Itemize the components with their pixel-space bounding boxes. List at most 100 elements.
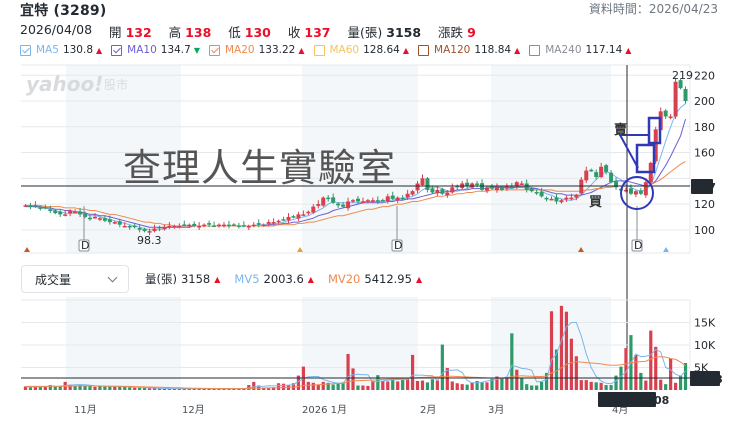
- dividend-marker-box[interactable]: [391, 239, 403, 252]
- candle-body: [162, 227, 167, 230]
- candle-body: [554, 197, 559, 202]
- candle-body: [643, 182, 648, 196]
- volume-bar: [276, 383, 281, 390]
- candle-body: [336, 203, 341, 206]
- candle-body: [177, 225, 182, 228]
- ma-value: 133.22: [258, 44, 296, 56]
- candle-body: [405, 193, 410, 198]
- volume-bar: [669, 358, 673, 390]
- candle-body: [83, 212, 88, 217]
- volume-bar: [579, 380, 583, 390]
- open-value: 132: [125, 25, 152, 40]
- low-value: 130: [244, 25, 271, 40]
- ma-legend-item-ma5[interactable]: MA5 130.8 ▲: [20, 44, 102, 56]
- candle-body: [157, 226, 162, 229]
- ma-name: MA240: [545, 44, 582, 56]
- candle-body: [489, 186, 494, 189]
- volume-bar: [197, 388, 201, 390]
- volume-bar: [505, 376, 509, 390]
- candle-body: [87, 217, 92, 220]
- candle-body: [197, 225, 202, 228]
- volume-bar: [475, 381, 479, 390]
- candle-body: [301, 214, 306, 216]
- candle-body: [519, 183, 524, 185]
- dividend-marker-label: D: [81, 239, 89, 252]
- event-triangle-icon: [578, 247, 584, 252]
- volume-bar: [133, 387, 137, 390]
- volume-bar: [530, 385, 534, 390]
- ma-legend-item-ma60[interactable]: MA60 128.64 ▲: [313, 44, 409, 56]
- volume-bar: [554, 349, 559, 390]
- candle-body: [668, 116, 673, 119]
- volume-bar: [157, 388, 162, 390]
- candle-body: [231, 224, 236, 226]
- volume-bar: [202, 388, 206, 390]
- candle-body: [43, 207, 48, 209]
- volume-bar: [480, 381, 484, 390]
- volume-bar: [326, 382, 330, 390]
- volume-bar: [569, 338, 573, 390]
- candle-body: [360, 201, 365, 203]
- candle-body: [241, 225, 246, 227]
- candle-body: [351, 200, 356, 202]
- candle-body: [653, 129, 658, 162]
- candle-body: [68, 210, 73, 214]
- candle-body: [346, 201, 351, 209]
- y-axis-tick-label: 220: [694, 69, 715, 82]
- indicator-select[interactable]: 成交量: [21, 265, 129, 293]
- candle-body: [604, 165, 609, 172]
- checkbox-checked-icon[interactable]: [20, 44, 31, 56]
- trend-up-icon: ▲: [514, 45, 521, 55]
- candle-body: [365, 200, 370, 202]
- volume-bar: [673, 382, 678, 390]
- sell-arrow-line: [618, 132, 639, 169]
- candle-body: [212, 225, 217, 227]
- checkbox-unchecked-icon[interactable]: [313, 44, 325, 56]
- volume-bar: [192, 388, 196, 390]
- yahoo-logo-watermark: yahoo!: [26, 72, 103, 96]
- volume-bar: [252, 381, 256, 390]
- ma-legend-item-ma20[interactable]: MA20 133.22 ▲: [208, 44, 305, 56]
- volume-bar: [485, 382, 489, 390]
- volume-bar: [386, 381, 390, 390]
- volume-bar: [33, 386, 38, 390]
- volume-bar: [678, 375, 683, 390]
- volume-bar: [435, 380, 439, 390]
- dividend-marker-box[interactable]: [78, 239, 90, 252]
- y-axis-tick-label: 180: [694, 121, 715, 134]
- volume-bar: [331, 384, 335, 390]
- high-label: 高: [168, 25, 182, 40]
- candle-body: [271, 222, 276, 224]
- checkbox-checked-icon[interactable]: [111, 44, 123, 56]
- volume-bar: [599, 382, 603, 390]
- ma-legend-item-ma10[interactable]: MA10 134.7 ▼: [111, 44, 200, 56]
- candle-body: [445, 192, 450, 196]
- volume-bar: [177, 388, 181, 390]
- candle-body: [187, 224, 192, 227]
- candle-body: [494, 187, 499, 191]
- ma-legend-item-ma120[interactable]: MA120 118.84 ▲: [418, 44, 520, 56]
- ma-name: MA5: [36, 44, 59, 56]
- trend-up-icon: ▲: [307, 274, 314, 284]
- candle-body: [539, 191, 544, 197]
- volume-bar: [624, 348, 628, 390]
- checkbox-checked-icon[interactable]: [208, 44, 220, 56]
- candle-body: [435, 189, 440, 194]
- volume-bar: [93, 386, 97, 390]
- volume-bar: [336, 382, 340, 390]
- volume-bar: [152, 388, 157, 390]
- volume-bar: [589, 381, 593, 390]
- stock-title: 宜特 (3289): [20, 3, 107, 19]
- ma-name: MA120: [434, 44, 471, 56]
- checkbox-unchecked-icon[interactable]: [418, 44, 430, 56]
- y-axis-tick-label: 200: [694, 95, 715, 108]
- volume-bar: [311, 382, 315, 390]
- candle-body: [296, 214, 301, 219]
- candle-body: [246, 225, 251, 228]
- candle-body: [673, 81, 678, 117]
- checkbox-unchecked-icon[interactable]: [529, 44, 541, 56]
- ma-legend-item-ma240[interactable]: MA240 117.14 ▲: [529, 44, 631, 56]
- volume-bar: [341, 382, 345, 390]
- dividend-marker-box[interactable]: [631, 239, 643, 252]
